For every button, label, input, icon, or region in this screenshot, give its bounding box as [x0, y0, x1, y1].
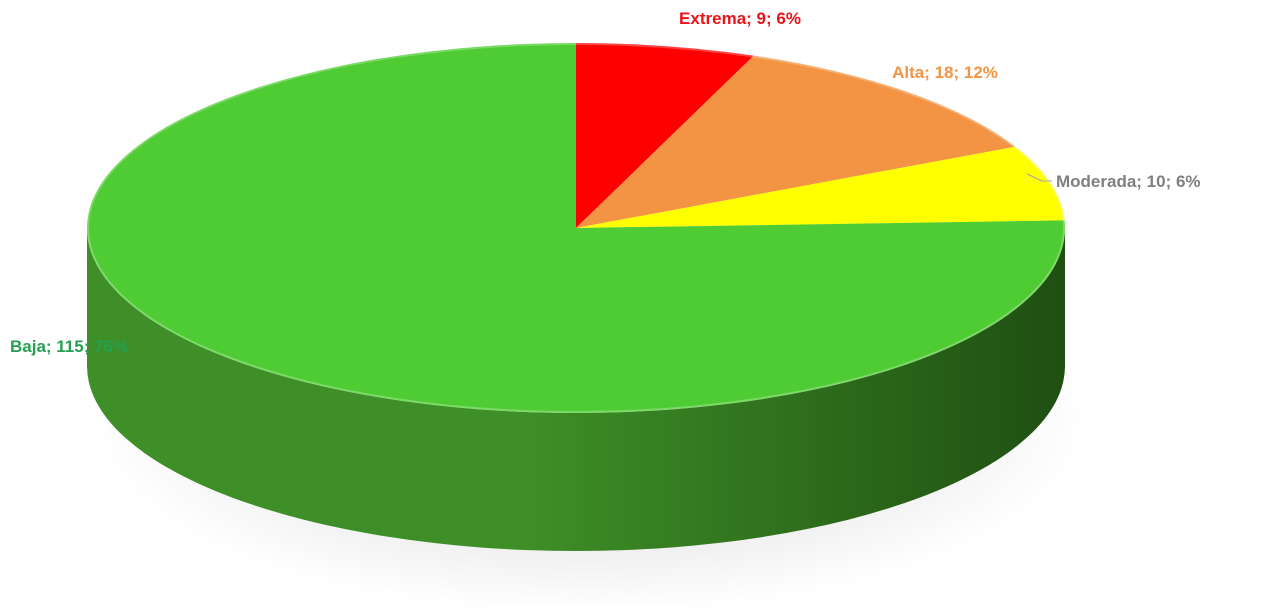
pie-side-wall — [87, 228, 1065, 551]
pie-slices — [87, 43, 1066, 413]
data-label-alta: Alta; 18; 12% — [892, 63, 998, 82]
data-label-baja: Baja; 115; 76% — [10, 337, 128, 356]
moderada-leader-line — [1026, 173, 1052, 182]
pie-slice-extrema — [576, 43, 754, 228]
pie-slice-moderada — [576, 146, 1065, 228]
data-label-moderada: Moderada; 10; 6% — [1056, 172, 1201, 191]
pie-slice-alta — [576, 55, 1016, 229]
pie-data-labels: Extrema; 9; 6% Alta; 18; 12% Moderada; 10;… — [10, 9, 1201, 356]
data-label-extrema: Extrema; 9; 6% — [679, 9, 801, 28]
pie-slice-baja — [87, 43, 1066, 413]
pie-rim-highlight — [87, 43, 1065, 413]
